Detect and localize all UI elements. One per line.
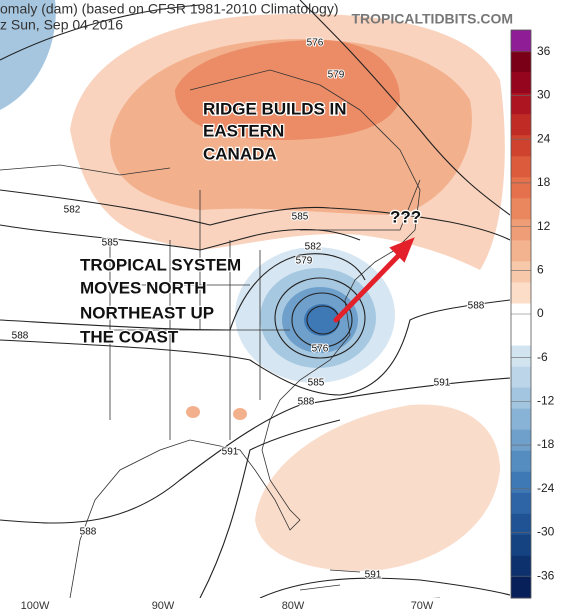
atlantic-anomaly — [255, 404, 500, 571]
contour-label: 588 — [468, 301, 485, 312]
contour-label: 588 — [12, 331, 29, 342]
contour — [0, 4, 201, 61]
contour — [0, 224, 361, 251]
colorbar-tick-label: 12 — [537, 219, 551, 233]
contour-label: 591 — [222, 447, 239, 458]
colorbar-tick-label: -30 — [537, 525, 555, 539]
annotation: MOVES NORTH — [80, 278, 207, 297]
contour — [0, 189, 510, 241]
longitude-label: 100W — [21, 600, 50, 610]
contour-label: 582 — [64, 205, 81, 216]
colorbar-tick-label: 6 — [537, 262, 544, 276]
colorbar-bin — [511, 576, 531, 599]
colorbar-bin — [511, 72, 531, 94]
colorbar-bin — [511, 408, 531, 431]
contour-label: 588 — [80, 527, 97, 538]
annotation: EASTERN — [203, 121, 284, 140]
colorbar: 36 30 24 18 12 6 0 -6 -12 -18 -24 -30 -36 — [510, 29, 555, 599]
contour-label: 585 — [308, 378, 325, 389]
colorbar-bin — [511, 30, 531, 52]
contour-label: 582 — [305, 242, 322, 253]
colorbar-bin — [511, 345, 531, 368]
colorbar-bin — [511, 450, 531, 473]
labels: RIDGE BUILDS IN EASTERN CANADA TROPICAL SYS… — [11, 37, 486, 610]
colorbar-bin — [511, 135, 531, 157]
contour-label: 588 — [298, 397, 315, 408]
contour-label: 585 — [102, 238, 119, 249]
colorbar-bin — [511, 156, 531, 178]
colorbar-tick-label: -6 — [537, 350, 548, 364]
small-anomaly — [233, 408, 247, 420]
contour — [274, 277, 366, 359]
colorbar-bin — [511, 513, 531, 536]
nw-anomaly — [0, 0, 56, 110]
longitude-label: 90W — [152, 600, 175, 610]
colorbar-bin — [511, 198, 531, 220]
contour-label: 585 — [292, 212, 309, 223]
annotation: RIDGE BUILDS IN — [203, 99, 347, 118]
watermark: TROPICALTIDBITS.COM — [351, 11, 513, 27]
colorbar-bin — [511, 93, 531, 115]
colorbar-tick-label: 0 — [537, 306, 544, 320]
contour-label: 579 — [296, 256, 313, 267]
colorbar-tick-label: 36 — [537, 44, 551, 58]
longitude-label: 70W — [411, 600, 434, 610]
contour — [299, 0, 510, 216]
colorbar-bin — [511, 219, 531, 241]
contour-label: 576 — [312, 344, 329, 355]
colorbar-tick-label: -24 — [537, 481, 555, 495]
header-title: omaly (dam) (based on CFSR 1981-2010 Cli… — [0, 1, 338, 17]
colorbar-bin — [511, 282, 531, 304]
colorbar-bin — [511, 324, 531, 347]
contour — [0, 299, 510, 396]
colorbar-bin — [511, 261, 531, 283]
cyclone-anomaly-core — [304, 304, 340, 336]
contour-label: 579 — [328, 70, 345, 81]
contour-label: 591 — [365, 570, 382, 581]
colorbar-bin — [511, 240, 531, 262]
annotation: TROPICAL SYSTEM — [80, 255, 241, 274]
contour-label: 591 — [434, 378, 451, 389]
colorbar-tick-label: -36 — [537, 568, 555, 582]
arrow-shaft — [333, 249, 405, 323]
colorbar-bin — [511, 429, 531, 452]
coastline — [0, 69, 421, 598]
colorbar-bin — [511, 555, 531, 578]
colorbar-tick-label: -12 — [537, 394, 555, 408]
annotation: NORTHEAST UP — [80, 303, 214, 322]
annotation: CANADA — [203, 144, 277, 163]
colorbar-bin — [511, 471, 531, 494]
contour — [0, 377, 510, 524]
colorbar-bin — [511, 534, 531, 557]
colorbar-tick-label: 24 — [537, 131, 551, 145]
arrow-head — [389, 237, 415, 263]
contour — [0, 253, 366, 331]
small-anomaly — [186, 406, 200, 418]
colorbar-tick-label: 30 — [537, 88, 551, 102]
colorbar-tick-label: -18 — [537, 437, 555, 451]
colorbar-bin — [511, 366, 531, 389]
colorbar-bin — [511, 492, 531, 515]
contour-label: 576 — [307, 38, 324, 49]
ridge-anomaly-core — [175, 40, 400, 140]
map-area — [0, 0, 510, 598]
contour — [199, 419, 341, 598]
colorbar-bin — [511, 177, 531, 199]
longitude-label: 80W — [282, 600, 305, 610]
header-subtitle: z Sun, Sep 04 2016 — [0, 17, 123, 33]
colorbar-bin — [511, 51, 531, 73]
colorbar-tick-label: 18 — [537, 175, 551, 189]
contour — [291, 292, 353, 348]
contour — [259, 577, 510, 598]
colorbar-bin — [511, 387, 531, 410]
annotation: ??? — [390, 207, 421, 226]
colorbar-bin — [511, 114, 531, 136]
annotation: THE COAST — [80, 327, 179, 346]
